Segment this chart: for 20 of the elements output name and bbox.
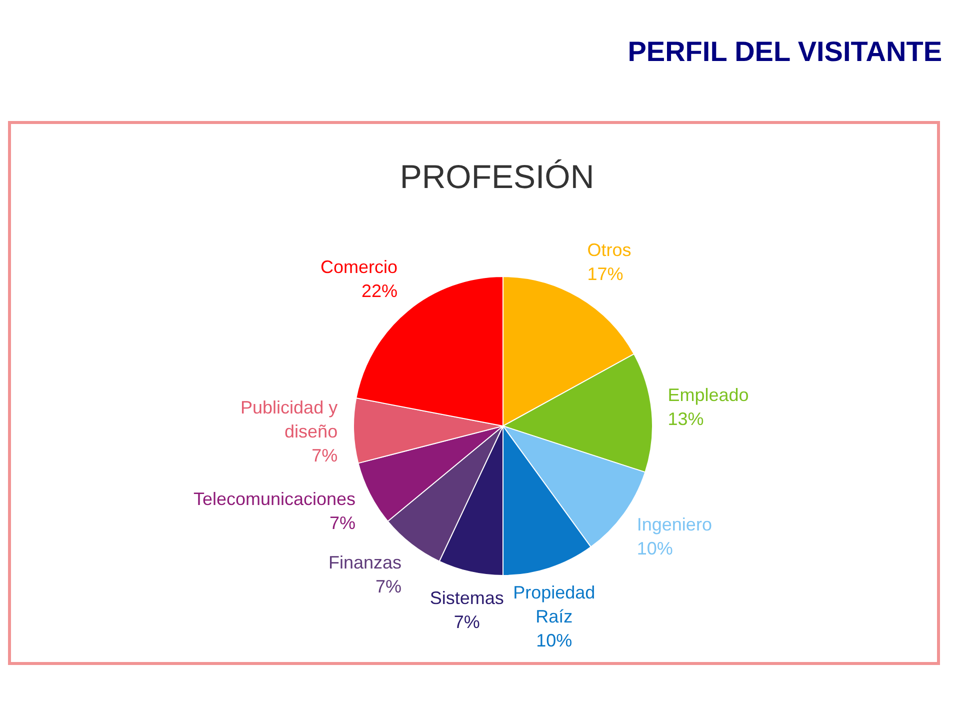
slice-label: Telecomunicaciones (193, 489, 356, 509)
slice-label: Sistemas (430, 588, 504, 608)
data-label: 22% (361, 280, 398, 301)
data-label: 7% (312, 445, 338, 466)
data-label: 17% (587, 264, 624, 284)
slice-label: Comercio (320, 256, 398, 277)
slice-label: Otros (587, 240, 632, 260)
data-label: 10% (636, 538, 673, 558)
slice-label: Propiedad Raíz (513, 582, 596, 627)
slice-label: Ingeniero (636, 514, 712, 534)
chart-subtitle: PROFESIÓN (398, 158, 596, 196)
slice-label: Empleado (668, 385, 749, 406)
data-label: 13% (668, 409, 704, 430)
data-label: 7% (454, 612, 480, 632)
slice-label: Publicidad y diseño (240, 397, 338, 442)
chart-title: PERFIL DEL VISITANTE (626, 36, 942, 68)
slice-label: Finanzas (328, 552, 402, 573)
data-label: 10% (536, 630, 572, 651)
data-label: 7% (376, 576, 402, 597)
data-label: 7% (330, 513, 356, 533)
